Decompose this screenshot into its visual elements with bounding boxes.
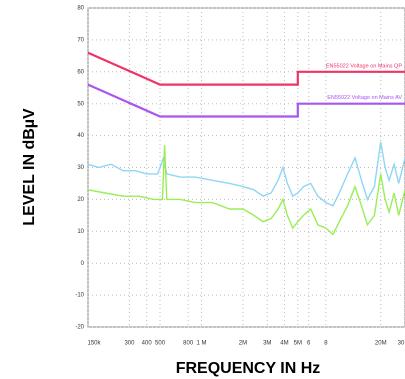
x-tick-label: 2M <box>239 341 247 347</box>
x-tick-label: 3M <box>263 341 271 347</box>
y-tick-label: -10 <box>75 293 84 299</box>
series-line <box>87 145 405 236</box>
x-tick-label: 1 M <box>196 341 206 347</box>
x-tick-label: 6 <box>307 341 311 347</box>
series-line <box>87 51 405 86</box>
y-tick-label: 20 <box>77 197 84 203</box>
x-tick-label: 800 <box>183 341 194 347</box>
x-tick-label: 5M <box>294 341 302 347</box>
legend-label: EN55022 Voltage on Mains AV <box>327 95 402 101</box>
series-line <box>87 141 405 207</box>
x-axis-title: FREQUENCY IN Hz <box>176 360 321 377</box>
legend-label: EN55022 Voltage on Mains QP <box>326 63 402 69</box>
x-tick-label: 500 <box>155 341 166 347</box>
x-tick-label: 150k <box>87 341 101 347</box>
series-line <box>87 83 405 118</box>
y-tick-label: 70 <box>77 37 84 43</box>
y-axis-title: LEVEL IN dBµV <box>21 108 38 226</box>
x-tick-label: 400 <box>142 341 153 347</box>
x-tick-label: 8 <box>324 341 328 347</box>
x-tick-label: 20M <box>375 341 387 347</box>
x-tick-label: 4M <box>280 341 288 347</box>
x-tick-label: 300 <box>124 341 135 347</box>
y-tick-label: 60 <box>77 69 84 75</box>
y-tick-label: 10 <box>77 229 84 235</box>
y-tick-label: 40 <box>77 133 84 139</box>
y-tick-label: 80 <box>77 6 84 12</box>
y-tick-label: 50 <box>77 101 84 107</box>
y-tick-label: -20 <box>75 325 84 331</box>
y-tick-label: 30 <box>77 165 84 171</box>
y-tick-label: 0 <box>81 261 85 267</box>
x-tick-label: 30 <box>398 341 405 347</box>
